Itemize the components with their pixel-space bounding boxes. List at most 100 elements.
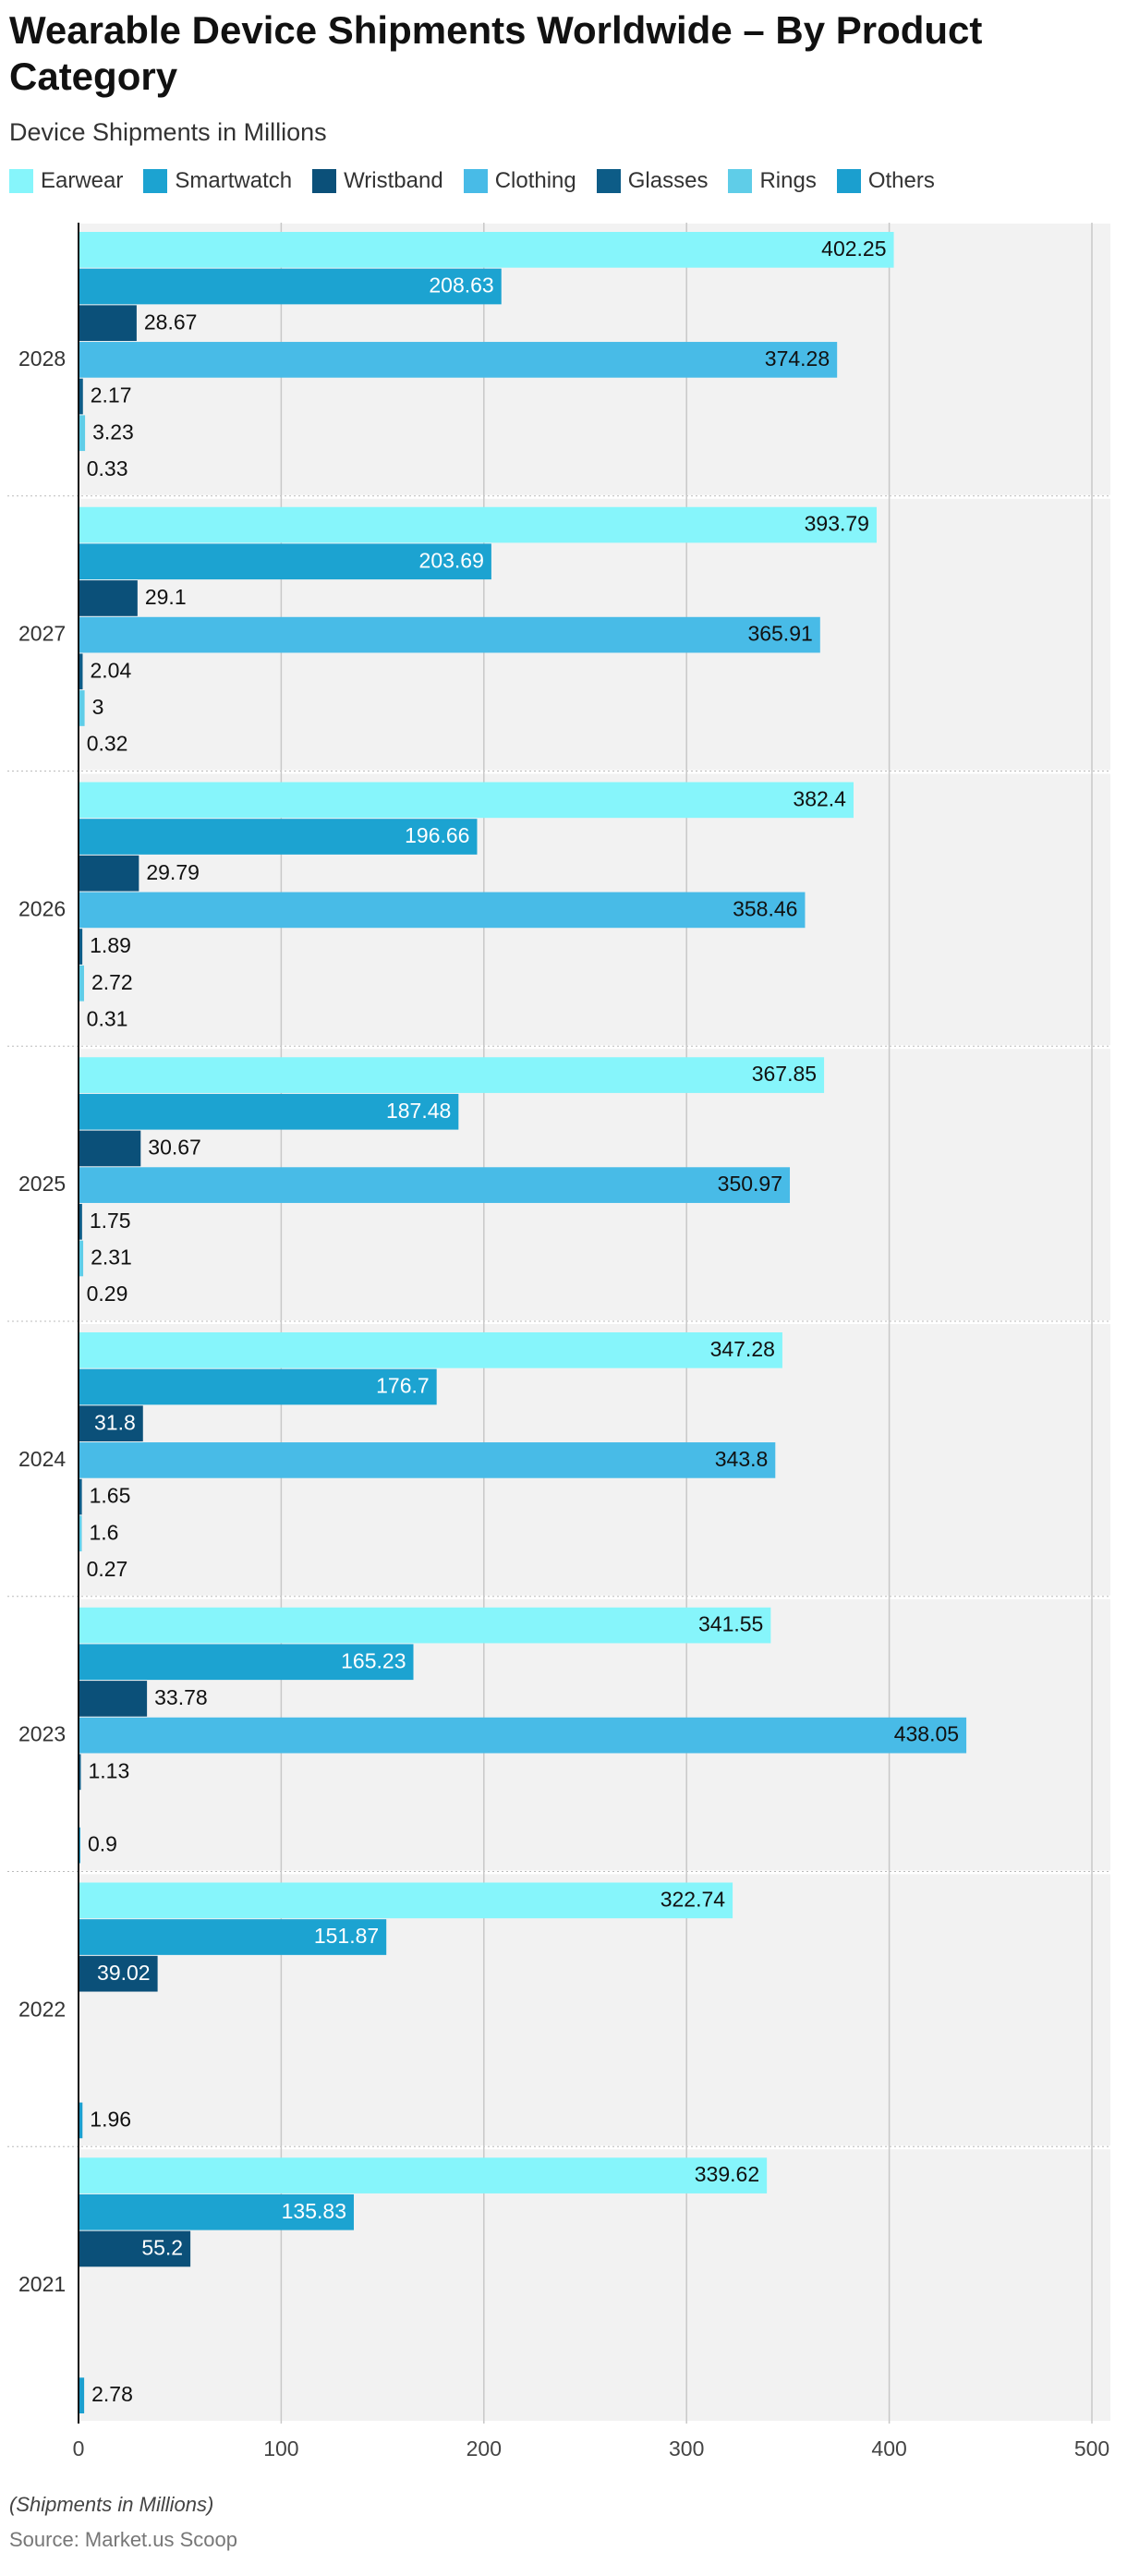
bar <box>79 1405 143 1442</box>
value-label: 2.78 <box>91 2382 133 2406</box>
x-tick-label: 100 <box>263 2436 298 2461</box>
value-label: 1.96 <box>90 2107 131 2131</box>
value-label: 2.31 <box>91 1245 132 1270</box>
bar <box>79 892 806 929</box>
legend-swatch <box>463 169 488 193</box>
bar <box>79 1203 82 1240</box>
value-label: 341.55 <box>698 1612 763 1636</box>
bar <box>79 616 820 653</box>
value-label: 29.1 <box>145 585 187 609</box>
value-label: 2.17 <box>91 383 132 407</box>
bar <box>79 268 502 305</box>
y-tick-label: 2023 <box>18 1722 66 1746</box>
bar <box>79 506 877 543</box>
bar <box>79 929 83 965</box>
bar <box>79 965 84 1002</box>
bar <box>79 378 83 415</box>
bar <box>79 1167 791 1203</box>
value-label: 0.31 <box>87 1006 128 1030</box>
legend-swatch <box>836 169 861 193</box>
value-label: 165.23 <box>341 1648 406 1672</box>
value-label: 350.97 <box>718 1172 782 1196</box>
y-tick-label: 2024 <box>18 1447 66 1471</box>
value-label: 438.05 <box>894 1722 959 1746</box>
bar <box>79 1478 82 1515</box>
bar <box>79 415 86 452</box>
x-tick-label: 200 <box>467 2436 502 2461</box>
value-label: 31.8 <box>94 1410 136 1434</box>
bar <box>79 1057 825 1093</box>
legend-item: Clothing <box>463 168 576 194</box>
value-label: 29.79 <box>146 860 200 884</box>
legend-item: Glasses <box>596 168 709 194</box>
chart-title: Wearable Device Shipments Worldwide – By… <box>9 8 983 98</box>
legend-swatch <box>596 169 621 193</box>
legend-label: Glasses <box>627 168 709 193</box>
value-label: 208.63 <box>429 273 493 298</box>
legend-swatch <box>143 169 168 193</box>
legend-label: Smartwatch <box>175 168 293 193</box>
legend-item: Smartwatch <box>143 168 292 194</box>
value-label: 3.23 <box>92 419 134 444</box>
bar <box>79 819 478 855</box>
value-label: 176.7 <box>376 1374 430 1398</box>
legend: Earwear Smartwatch Wristband Clothing Glasse… <box>9 168 935 194</box>
y-tick-label: 2022 <box>18 1997 66 2021</box>
legend-label: Others <box>867 168 935 193</box>
legend-label: Wristband <box>344 168 443 193</box>
legend-label: Rings <box>759 168 817 193</box>
value-label: 402.25 <box>821 237 886 261</box>
value-label: 374.28 <box>765 346 830 371</box>
value-label: 151.87 <box>314 1924 379 1948</box>
chart-note: (Shipments in Millions) <box>9 2493 214 2516</box>
y-tick-label: 2021 <box>18 2272 66 2296</box>
bar <box>79 690 85 726</box>
bar <box>79 855 139 892</box>
y-tick-label: 2027 <box>18 622 66 646</box>
bar <box>79 1442 776 1478</box>
value-label: 339.62 <box>695 2162 759 2186</box>
value-label: 365.91 <box>747 622 812 646</box>
value-label: 343.8 <box>715 1447 769 1471</box>
value-label: 196.66 <box>405 823 469 847</box>
chart-subtitle: Device Shipments in Millions <box>9 118 327 146</box>
value-label: 322.74 <box>660 1887 726 1911</box>
value-label: 2.72 <box>91 970 133 994</box>
legend-item: Wristband <box>312 168 443 194</box>
bar <box>79 342 838 378</box>
value-label: 0.27 <box>87 1557 128 1581</box>
value-label: 347.28 <box>710 1337 775 1361</box>
legend-label: Earwear <box>41 168 124 193</box>
value-label: 187.48 <box>386 1099 451 1123</box>
y-tick-label: 2028 <box>18 346 66 371</box>
legend-label: Clothing <box>494 168 576 193</box>
value-label: 135.83 <box>282 2199 346 2223</box>
bar <box>79 1681 148 1717</box>
value-label: 393.79 <box>805 512 869 536</box>
bar <box>79 305 137 342</box>
bar <box>79 2230 191 2267</box>
bar <box>79 1644 414 1681</box>
bar <box>79 1882 733 1919</box>
value-label: 1.6 <box>90 1520 119 1544</box>
value-label: 203.69 <box>419 548 484 572</box>
legend-item: Others <box>836 168 935 194</box>
bar <box>79 1754 81 1791</box>
bar <box>79 653 83 690</box>
value-label: 39.02 <box>97 1961 151 1985</box>
bar <box>79 2377 85 2413</box>
bar <box>79 1607 771 1644</box>
bar <box>79 1919 387 1955</box>
value-label: 0.32 <box>87 732 128 756</box>
y-tick-label: 2025 <box>18 1172 66 1196</box>
chart-source: Source: Market.us Scoop <box>9 2528 238 2551</box>
bar <box>79 1368 437 1405</box>
value-label: 55.2 <box>141 2236 183 2260</box>
bar <box>79 2102 83 2139</box>
x-tick-label: 400 <box>871 2436 906 2461</box>
value-label: 0.29 <box>87 1282 128 1306</box>
bar <box>79 2157 768 2193</box>
value-label: 1.75 <box>90 1209 131 1233</box>
value-label: 0.9 <box>88 1832 117 1856</box>
